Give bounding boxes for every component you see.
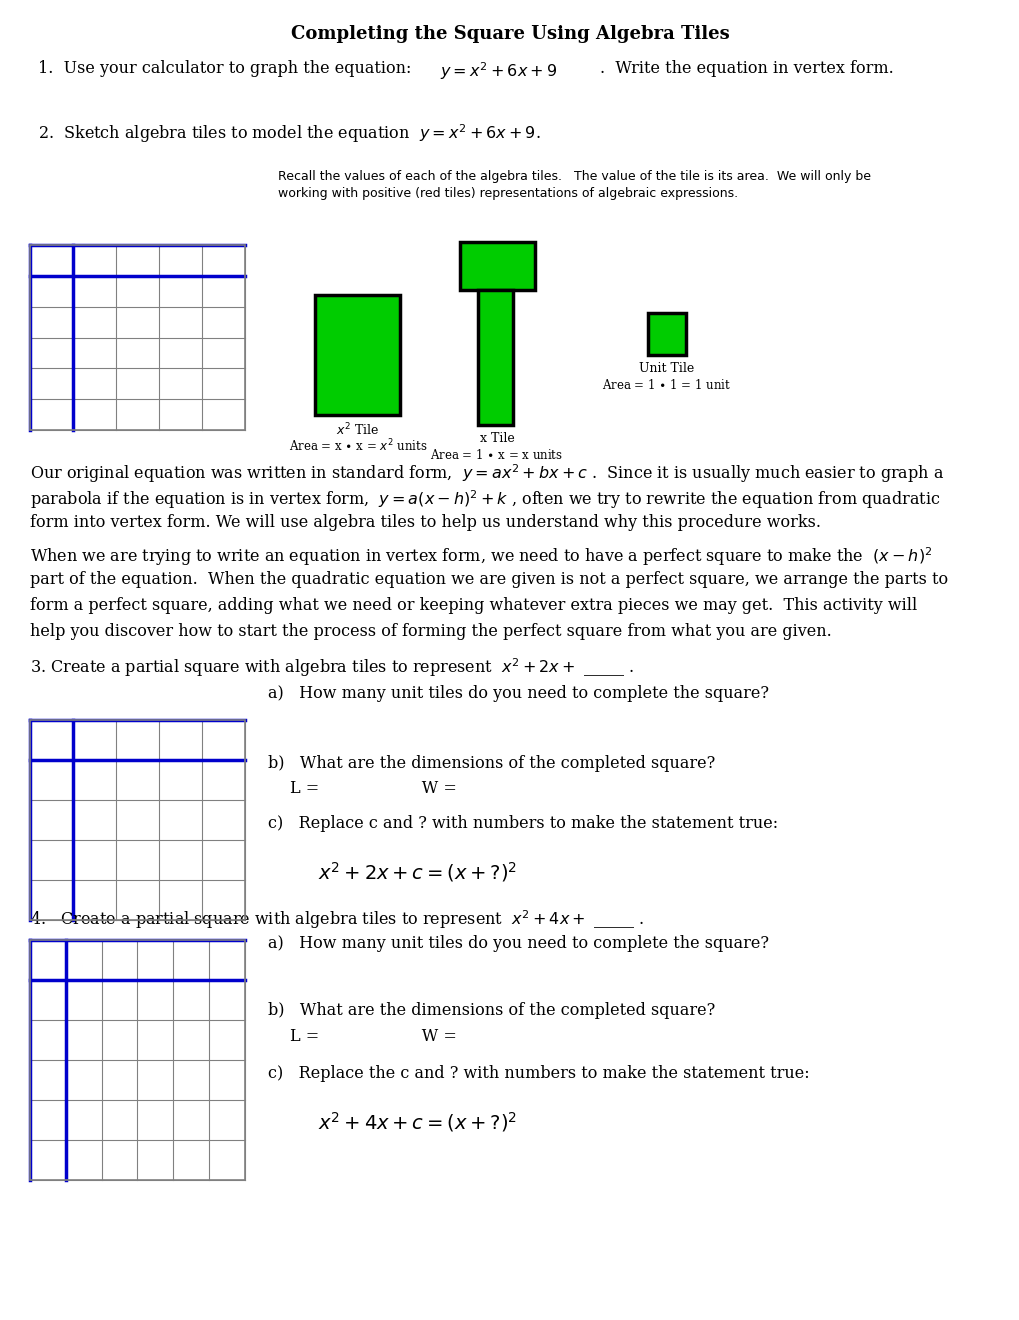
Text: form into vertex form. We will use algebra tiles to help us understand why this : form into vertex form. We will use algeb… <box>30 513 820 531</box>
Text: 2.  Sketch algebra tiles to model the equation  $y = x^2 + 6x + 9$.: 2. Sketch algebra tiles to model the equ… <box>38 121 540 145</box>
Text: part of the equation.  When the quadratic equation we are given is not a perfect: part of the equation. When the quadratic… <box>30 572 948 587</box>
Text: Recall the values of each of the algebra tiles.   The value of the tile is its a: Recall the values of each of the algebra… <box>278 170 870 201</box>
Bar <box>30 940 245 1180</box>
Text: 3. Create a partial square with algebra tiles to represent  $x^2 + 2x +$ _____ .: 3. Create a partial square with algebra … <box>30 656 633 678</box>
Text: $x^2 + 2x + c = \left(x + ?\right)^2$: $x^2 + 2x + c = \left(x + ?\right)^2$ <box>318 861 517 884</box>
Text: x Tile: x Tile <box>479 432 514 445</box>
Text: form a perfect square, adding what we need or keeping whatever extra pieces we m: form a perfect square, adding what we ne… <box>30 597 916 614</box>
Text: Completing the Square Using Algebra Tiles: Completing the Square Using Algebra Tile… <box>290 25 729 44</box>
Text: Unit Tile: Unit Tile <box>639 362 694 375</box>
Bar <box>315 294 399 414</box>
Bar <box>478 290 513 425</box>
Bar <box>30 719 245 920</box>
Bar <box>30 246 245 430</box>
Bar <box>30 940 245 1180</box>
Text: Our original equation was written in standard form,  $y = ax^2 + bx + c$ .  Sinc: Our original equation was written in sta… <box>30 462 944 484</box>
Text: L =                    W =: L = W = <box>289 780 457 797</box>
Text: $x^2$ Tile: $x^2$ Tile <box>336 422 379 438</box>
Text: 1.  Use your calculator to graph the equation:: 1. Use your calculator to graph the equa… <box>38 59 421 77</box>
Text: c)   Replace c and ? with numbers to make the statement true:: c) Replace c and ? with numbers to make … <box>268 814 777 832</box>
Text: b)   What are the dimensions of the completed square?: b) What are the dimensions of the comple… <box>268 1002 714 1019</box>
Bar <box>647 313 686 355</box>
Text: Area = 1 $\bullet$ 1 = 1 unit: Area = 1 $\bullet$ 1 = 1 unit <box>602 378 731 392</box>
Text: c)   Replace the c and ? with numbers to make the statement true:: c) Replace the c and ? with numbers to m… <box>268 1065 809 1082</box>
Bar <box>30 246 245 430</box>
Text: $x^2 + 4x + c = \left(x + ?\right)^2$: $x^2 + 4x + c = \left(x + ?\right)^2$ <box>318 1110 517 1134</box>
Text: 4.   Create a partial square with algebra tiles to represent  $x^2 + 4x +$ _____: 4. Create a partial square with algebra … <box>30 908 643 931</box>
Text: help you discover how to start the process of forming the perfect square from wh: help you discover how to start the proce… <box>30 623 830 640</box>
Text: parabola if the equation is in vertex form,  $y = a(x-h)^2 + k$ , often we try t: parabola if the equation is in vertex fo… <box>30 488 940 511</box>
Text: a)   How many unit tiles do you need to complete the square?: a) How many unit tiles do you need to co… <box>268 685 768 702</box>
Text: When we are trying to write an equation in vertex form, we need to have a perfec: When we are trying to write an equation … <box>30 545 931 568</box>
Text: Area = x $\bullet$ x = $x^2$ units: Area = x $\bullet$ x = $x^2$ units <box>288 438 427 454</box>
Text: a)   How many unit tiles do you need to complete the square?: a) How many unit tiles do you need to co… <box>268 935 768 952</box>
Text: .  Write the equation in vertex form.: . Write the equation in vertex form. <box>599 59 893 77</box>
Bar <box>30 719 245 920</box>
Text: L =                    W =: L = W = <box>289 1028 457 1045</box>
Text: $y = x^2 + 6x + 9$: $y = x^2 + 6x + 9$ <box>439 59 556 82</box>
Text: b)   What are the dimensions of the completed square?: b) What are the dimensions of the comple… <box>268 755 714 772</box>
Bar <box>460 242 535 290</box>
Text: Area = 1 $\bullet$ x = x units: Area = 1 $\bullet$ x = x units <box>430 447 562 462</box>
